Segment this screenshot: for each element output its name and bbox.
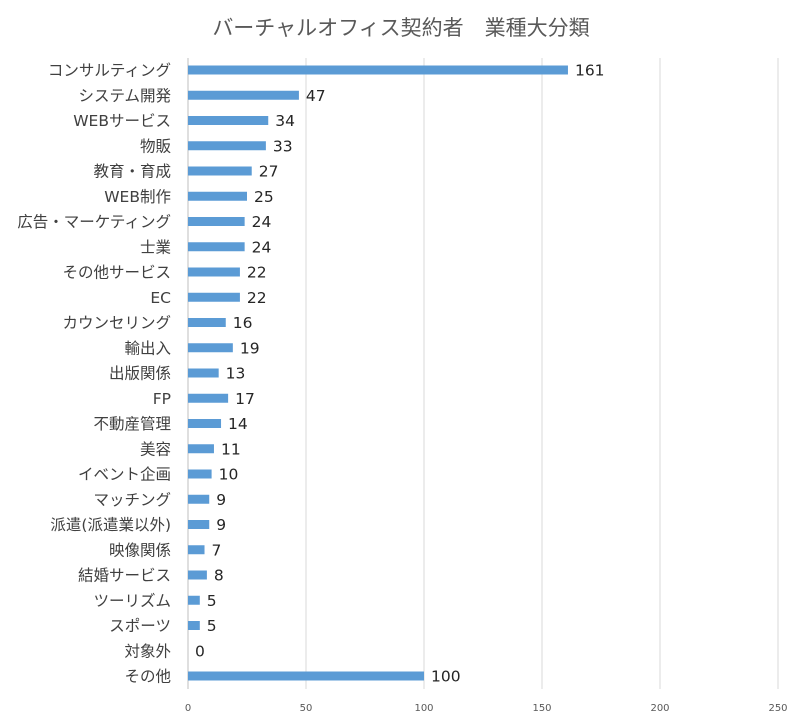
category-label: 輸出入 [124, 339, 171, 357]
x-tick-label: 50 [300, 703, 313, 714]
bar [188, 267, 240, 277]
category-label: イベント企画 [78, 466, 171, 484]
data-label: 8 [214, 567, 224, 585]
data-label: 11 [221, 440, 241, 458]
data-label: 22 [247, 289, 267, 307]
bar [188, 65, 568, 75]
bar [188, 595, 200, 605]
category-label: 対象外 [124, 642, 171, 660]
category-label: 教育・育成 [93, 163, 171, 181]
data-label: 5 [207, 592, 217, 610]
category-label: 美容 [140, 440, 171, 458]
x-tick-label: 100 [414, 703, 433, 714]
data-label: 25 [254, 188, 274, 206]
bar [188, 90, 299, 100]
chart-title: バーチャルオフィス契約者 業種大分類 [212, 16, 589, 40]
bar [188, 570, 207, 580]
bar [188, 494, 210, 504]
category-label: 出版関係 [109, 365, 171, 383]
data-label: 22 [247, 264, 267, 282]
bar [188, 166, 252, 176]
data-label: 34 [275, 112, 295, 130]
bars [188, 65, 568, 681]
data-label: 47 [306, 87, 326, 105]
bar [188, 292, 240, 302]
data-label: 161 [575, 62, 605, 80]
category-label: FP [153, 390, 171, 408]
bar [188, 217, 245, 226]
data-label: 14 [228, 415, 248, 433]
x-tick-label: 250 [768, 703, 787, 714]
bar [188, 444, 214, 454]
category-label: 映像関係 [109, 541, 171, 559]
category-label: マッチング [93, 491, 171, 509]
bar [188, 621, 200, 630]
category-label: コンサルティング [48, 62, 171, 80]
category-label: ツーリズム [93, 592, 171, 610]
category-label: WEB制作 [104, 188, 171, 206]
data-label: 10 [219, 466, 239, 484]
x-tick-label: 200 [650, 703, 669, 714]
bar [188, 520, 210, 529]
data-label: 24 [252, 213, 272, 231]
data-label: 7 [212, 541, 222, 559]
data-label: 24 [252, 238, 272, 256]
category-label: 派遣(派遣業以外) [50, 516, 171, 534]
category-label: 物販 [140, 137, 172, 155]
x-axis-ticks: 0 50 100 150 200 250 [185, 703, 788, 714]
data-label: 9 [216, 491, 226, 509]
category-label: 士業 [140, 238, 171, 256]
bar [188, 469, 212, 479]
bar [188, 318, 226, 327]
bar [188, 116, 269, 125]
bar [188, 368, 219, 378]
data-label: 100 [431, 668, 461, 686]
bar [188, 671, 424, 681]
category-label: カウンセリング [62, 314, 171, 332]
category-label: システム開発 [78, 87, 171, 105]
bar [188, 191, 247, 201]
bar [188, 545, 205, 555]
x-tick-label: 150 [532, 703, 551, 714]
category-label: WEBサービス [73, 112, 171, 130]
category-label: 結婚サービス [78, 567, 171, 585]
category-label: その他 [124, 668, 171, 686]
x-tick-label: 0 [185, 703, 191, 714]
bar [188, 343, 233, 353]
bar [188, 393, 229, 403]
data-label: 27 [259, 163, 279, 181]
data-label: 16 [233, 314, 253, 332]
data-label: 33 [273, 137, 293, 155]
data-label: 9 [216, 516, 226, 534]
data-label: 13 [226, 365, 246, 383]
data-label: 17 [235, 390, 255, 408]
category-label: 広告・マーケティング [17, 213, 171, 231]
category-label: EC [150, 289, 171, 307]
data-label: 19 [240, 339, 260, 357]
data-labels: 161 47 34 33 27 25 24 24 22 22 16 19 13 17 14 11 10 9 9 7 8 5… [195, 62, 605, 686]
category-label: その他サービス [62, 264, 171, 282]
data-label: 0 [195, 642, 205, 660]
bar [188, 419, 222, 428]
bar [188, 141, 266, 151]
category-label: スポーツ [109, 617, 171, 635]
category-label: 不動産管理 [93, 415, 171, 433]
bar [188, 242, 245, 252]
data-label: 5 [207, 617, 217, 635]
